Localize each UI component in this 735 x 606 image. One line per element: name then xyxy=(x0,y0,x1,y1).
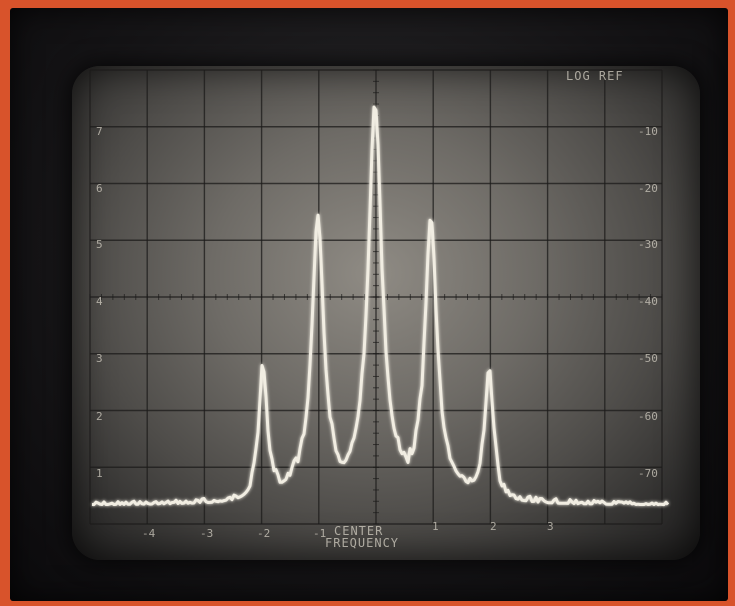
left-axis-label: 1 xyxy=(96,467,103,480)
left-axis-label: 6 xyxy=(96,182,103,195)
log-ref-label: LOG REF xyxy=(566,69,624,83)
left-axis-label: 2 xyxy=(96,410,103,423)
right-axis-label: -30 xyxy=(638,238,658,251)
graticule-labels: LOG REF CENTER FREQUENCY 7 6 5 4 3 2 1 -… xyxy=(96,69,658,550)
bottom-axis-label: -2 xyxy=(257,527,270,540)
crt-screen xyxy=(72,66,700,560)
left-axis-label: 4 xyxy=(96,295,103,308)
bottom-axis-label: -1 xyxy=(313,527,326,540)
bottom-axis-label: 1 xyxy=(432,520,439,533)
left-axis-label: 5 xyxy=(96,238,103,251)
frequency-label: FREQUENCY xyxy=(325,536,399,550)
left-axis-label: 7 xyxy=(96,125,103,138)
right-axis-label: -60 xyxy=(638,410,658,423)
graticule-grid xyxy=(89,69,663,525)
bottom-axis-label: 2 xyxy=(490,520,497,533)
spectrum-trace xyxy=(91,105,670,507)
right-axis-label: -10 xyxy=(638,125,658,138)
right-axis-label: -20 xyxy=(638,182,658,195)
right-axis-label: -70 xyxy=(638,467,658,480)
photo-frame xyxy=(10,8,728,601)
right-axis-label: -50 xyxy=(638,352,658,365)
center-label: CENTER xyxy=(334,524,383,538)
right-axis-label: -40 xyxy=(638,295,658,308)
left-axis-label: 3 xyxy=(96,352,103,365)
bottom-axis-label: -3 xyxy=(200,527,213,540)
bottom-axis-label: -4 xyxy=(142,527,156,540)
bottom-axis-label: 3 xyxy=(547,520,554,533)
